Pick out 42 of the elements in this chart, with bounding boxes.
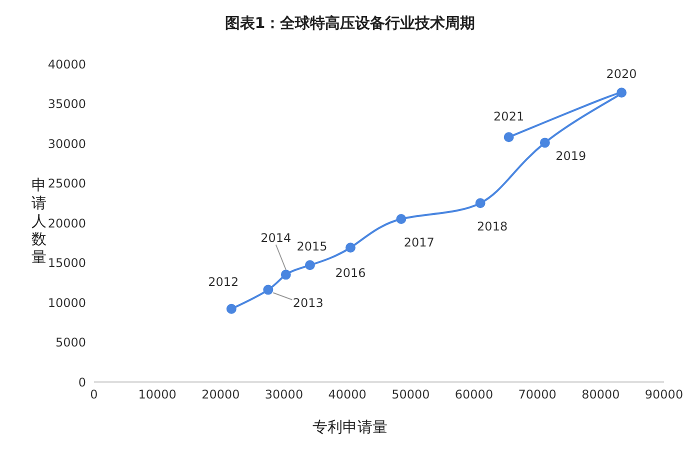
annotation: 2015 <box>296 239 328 254</box>
y-tick-label: 10000 <box>48 296 86 310</box>
annotation: 2018 <box>477 219 508 234</box>
x-axis-title: 专利申请量 <box>312 418 388 437</box>
point <box>280 270 291 280</box>
annotation: 2014 <box>260 230 292 245</box>
x-tick-label: 40000 <box>328 388 366 402</box>
annotation: 2019 <box>556 148 586 163</box>
point <box>226 304 236 314</box>
annotation: 2013 <box>292 296 324 310</box>
point <box>616 88 627 98</box>
point <box>540 138 550 148</box>
x-tick-label: 0 <box>90 388 98 402</box>
y-tick-label: 30000 <box>48 136 86 151</box>
x-tick-label: 80000 <box>582 388 620 402</box>
y-tick-label: 35000 <box>48 97 86 112</box>
y-tick-label: 5000 <box>55 336 86 350</box>
x-tick-label: 90000 <box>644 388 684 402</box>
annotation: 2017 <box>404 235 434 250</box>
y-axis-title: 申请人数量 <box>30 176 48 266</box>
point <box>304 260 315 270</box>
y-tick-label: 40000 <box>48 57 86 72</box>
x-tick-label: 50000 <box>392 388 430 402</box>
x-tick-label: 20000 <box>202 388 240 402</box>
point <box>504 132 514 142</box>
x-tick-label: 60000 <box>454 388 494 402</box>
chart-title: 图表1：全球特高压设备行业技术周期 <box>224 13 476 34</box>
point <box>396 214 406 224</box>
x-tick-label: 70000 <box>518 388 556 402</box>
point <box>263 284 274 295</box>
y-tick-label: 0 <box>78 375 86 390</box>
x-tick-label: 10000 <box>138 388 176 402</box>
x-tick-label: 30000 <box>264 388 304 402</box>
y-tick-label: 20000 <box>48 216 86 230</box>
annotation: 2012 <box>208 275 239 290</box>
point <box>346 242 356 253</box>
y-tick-label: 25000 <box>48 176 86 191</box>
annotation: 2020 <box>606 66 637 81</box>
point <box>475 198 486 208</box>
annotation: 2021 <box>494 109 524 124</box>
annotation: 2016 <box>335 266 366 280</box>
y-tick-label: 15000 <box>48 256 86 270</box>
